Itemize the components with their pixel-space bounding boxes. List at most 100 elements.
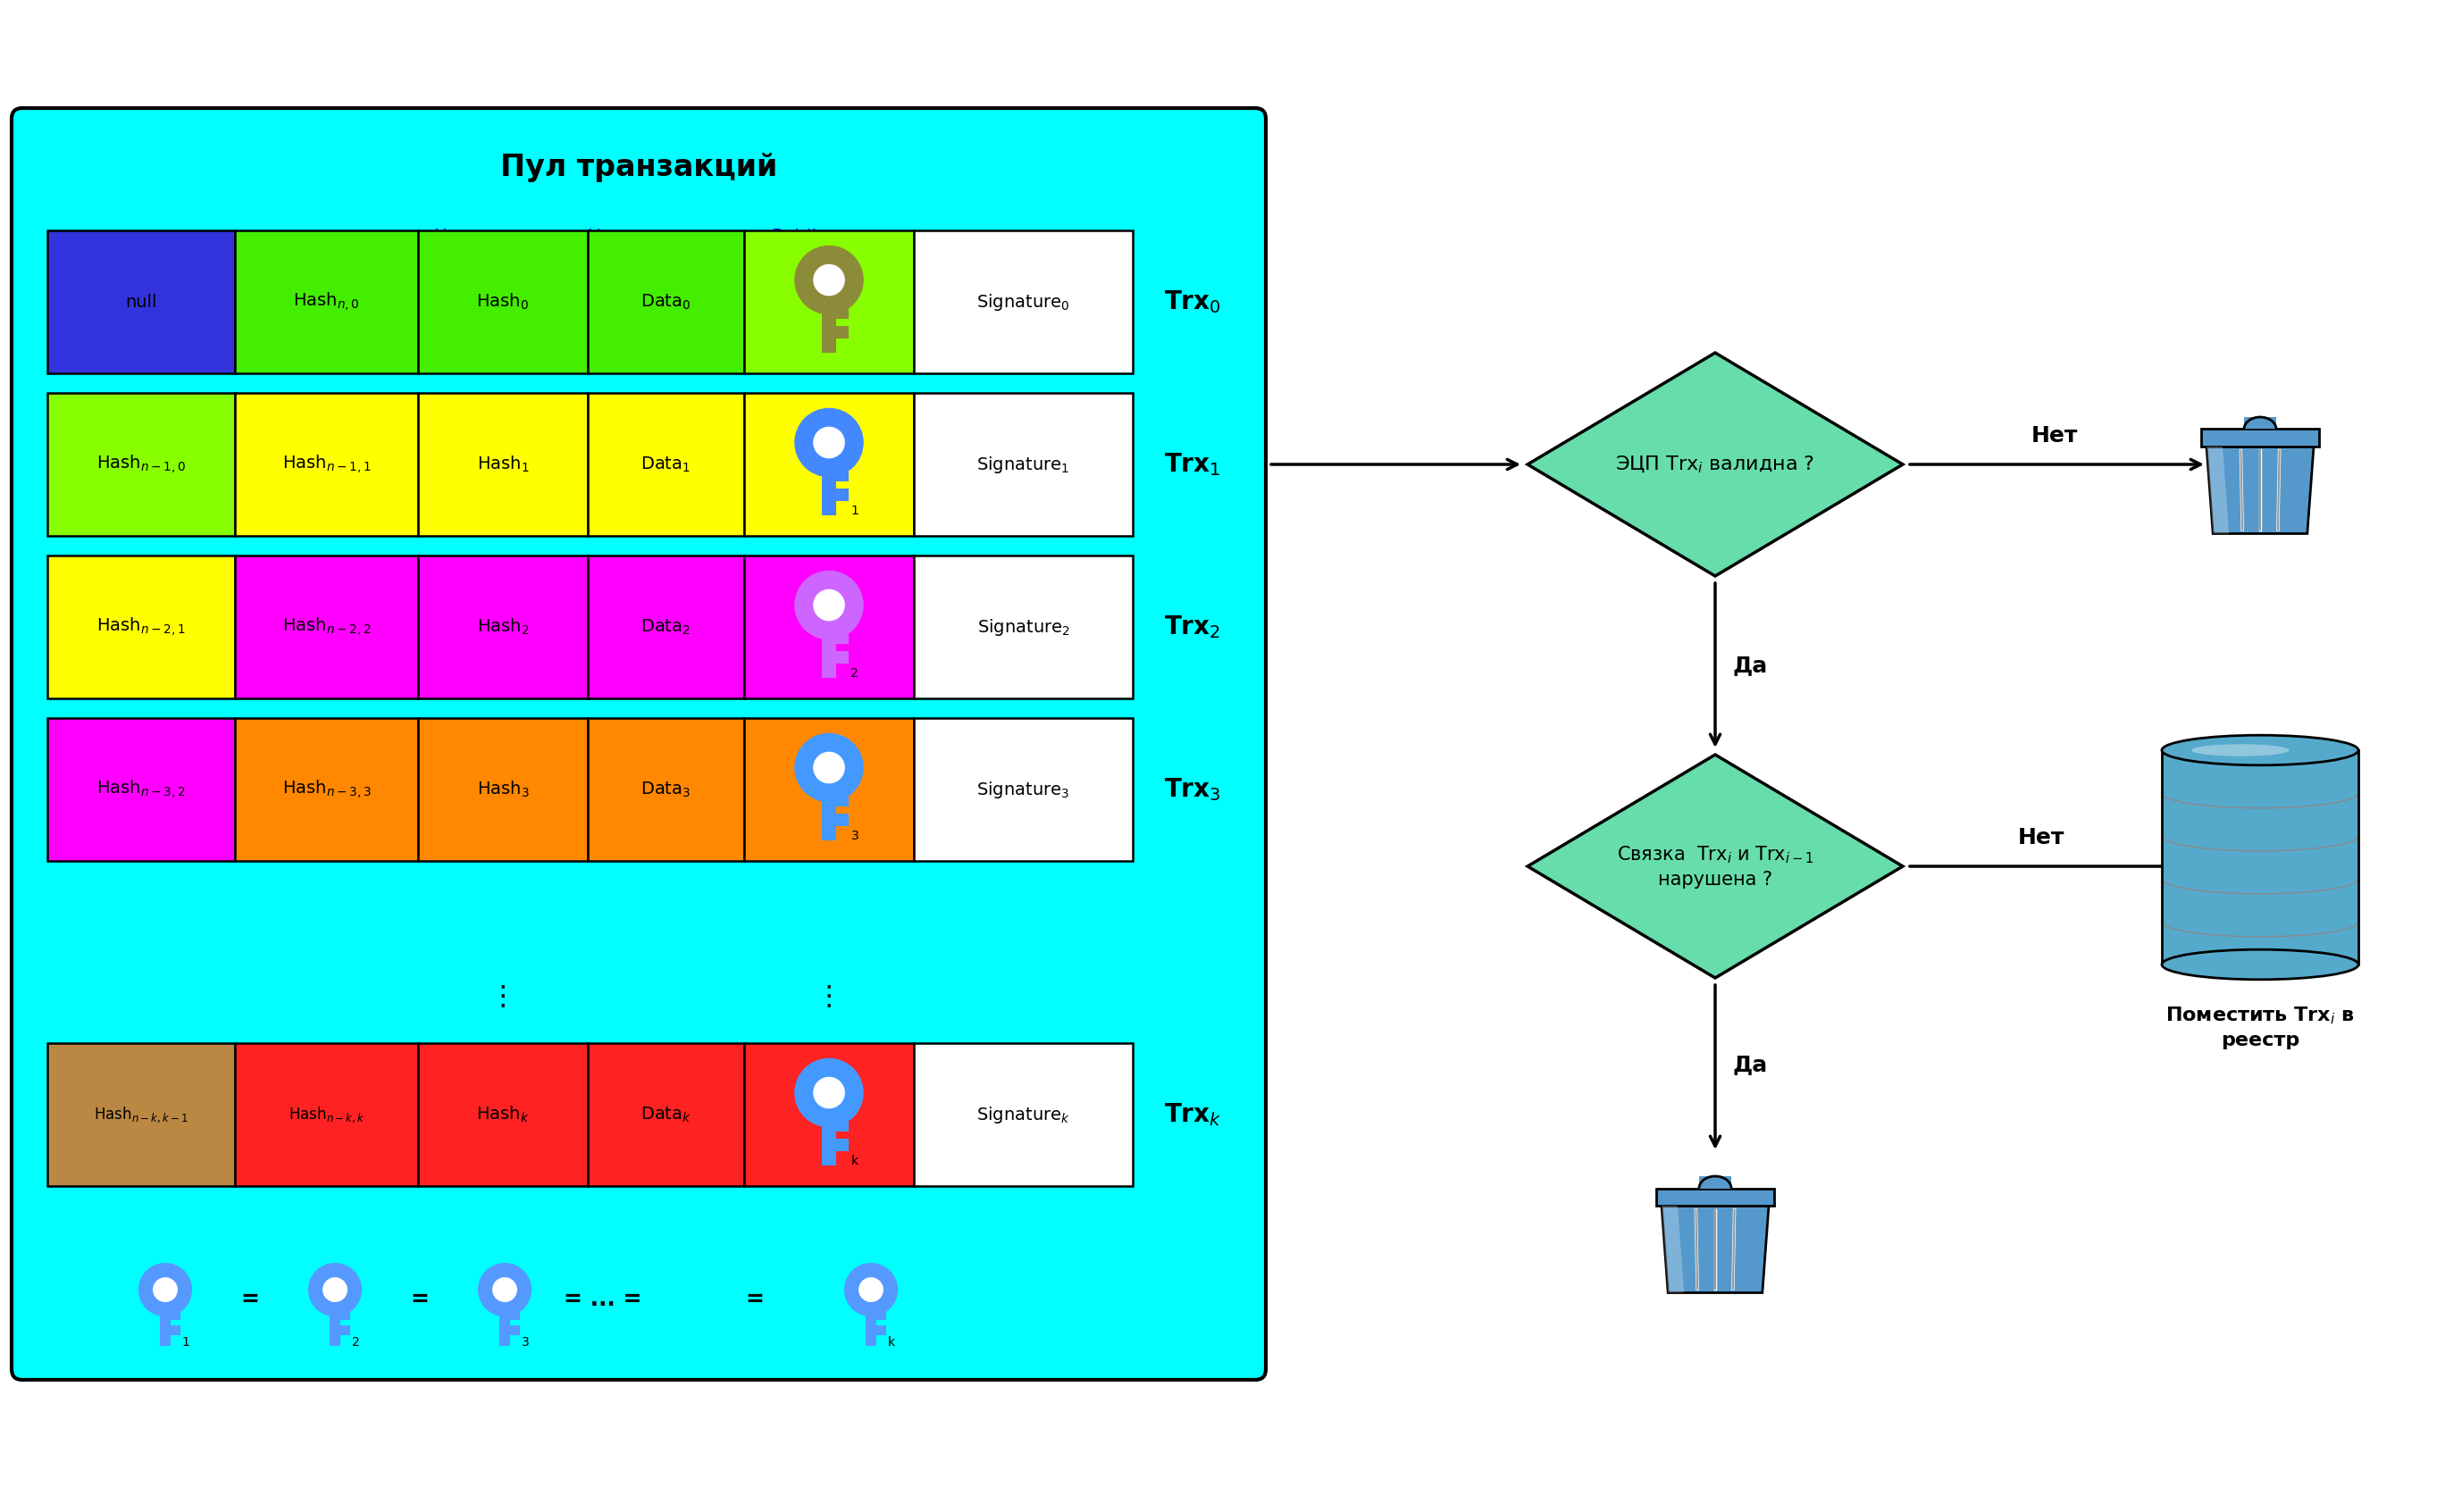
Text: ⋮: ⋮: [490, 984, 517, 1010]
Text: Связка  Trx$_i$ и Trx$_{i-1}$
нарушена ?: Связка Trx$_i$ и Trx$_{i-1}$ нарушена ?: [1618, 844, 1814, 889]
Text: Пул транзакций: Пул транзакций: [500, 153, 778, 183]
Ellipse shape: [2162, 950, 2359, 980]
FancyBboxPatch shape: [1657, 1188, 1775, 1205]
Circle shape: [478, 1264, 532, 1315]
Text: Signature$_0$: Signature$_0$: [977, 292, 1071, 311]
FancyBboxPatch shape: [510, 1312, 519, 1320]
Text: Hash$_0$: Hash$_0$: [478, 292, 529, 311]
Text: Data$_0$: Data$_0$: [640, 292, 692, 311]
FancyBboxPatch shape: [47, 555, 234, 699]
FancyBboxPatch shape: [588, 1043, 744, 1185]
Ellipse shape: [2162, 907, 2359, 936]
Circle shape: [815, 753, 844, 783]
FancyBboxPatch shape: [340, 1312, 350, 1320]
FancyBboxPatch shape: [864, 1294, 876, 1346]
FancyBboxPatch shape: [744, 1043, 913, 1185]
FancyBboxPatch shape: [876, 1312, 886, 1320]
FancyBboxPatch shape: [330, 1294, 340, 1346]
Text: Signature$_3$: Signature$_3$: [977, 779, 1071, 800]
FancyBboxPatch shape: [837, 634, 849, 644]
FancyBboxPatch shape: [837, 472, 849, 481]
Text: k: k: [852, 1155, 859, 1167]
FancyBboxPatch shape: [47, 230, 234, 373]
Text: Trx$_2$: Trx$_2$: [1165, 614, 1221, 640]
FancyBboxPatch shape: [234, 555, 419, 699]
FancyBboxPatch shape: [837, 797, 849, 806]
FancyBboxPatch shape: [744, 393, 913, 535]
Polygon shape: [1526, 754, 1903, 978]
Polygon shape: [2206, 446, 2314, 534]
Text: Hash$_{n-2,1}$: Hash$_{n-2,1}$: [96, 615, 185, 638]
FancyBboxPatch shape: [588, 393, 744, 535]
FancyBboxPatch shape: [160, 1294, 170, 1346]
FancyBboxPatch shape: [170, 1326, 180, 1335]
Text: 2: 2: [352, 1337, 359, 1349]
FancyBboxPatch shape: [837, 308, 849, 319]
Circle shape: [323, 1278, 347, 1302]
Circle shape: [815, 428, 844, 458]
FancyBboxPatch shape: [419, 555, 588, 699]
Text: ⋮: ⋮: [815, 984, 842, 1010]
FancyBboxPatch shape: [822, 1099, 837, 1166]
Text: 1: 1: [182, 1337, 190, 1349]
FancyBboxPatch shape: [2243, 417, 2277, 429]
Text: =: =: [411, 1288, 428, 1311]
Text: Signature$_1$: Signature$_1$: [977, 454, 1071, 475]
Circle shape: [138, 1264, 192, 1315]
Text: Data$_1$: Data$_1$: [640, 455, 692, 473]
Text: Связка: Связка: [86, 248, 155, 266]
FancyBboxPatch shape: [419, 393, 588, 535]
Text: Hash$_{n,0}$: Hash$_{n,0}$: [293, 290, 359, 313]
Circle shape: [815, 590, 844, 620]
FancyBboxPatch shape: [744, 718, 913, 860]
Polygon shape: [1662, 1205, 1684, 1293]
FancyBboxPatch shape: [822, 449, 837, 516]
Circle shape: [308, 1264, 362, 1315]
FancyBboxPatch shape: [837, 652, 849, 664]
Ellipse shape: [2191, 744, 2290, 756]
FancyBboxPatch shape: [837, 813, 849, 826]
Circle shape: [859, 1278, 884, 1302]
FancyBboxPatch shape: [500, 1294, 510, 1346]
Circle shape: [492, 1278, 517, 1302]
FancyBboxPatch shape: [2201, 429, 2319, 446]
FancyBboxPatch shape: [340, 1326, 350, 1335]
Text: Data$_2$: Data$_2$: [640, 617, 692, 637]
Circle shape: [153, 1278, 177, 1302]
Polygon shape: [2206, 446, 2228, 534]
Circle shape: [795, 408, 864, 476]
Text: Hash$_{n-3,2}$: Hash$_{n-3,2}$: [96, 779, 185, 801]
FancyBboxPatch shape: [744, 555, 913, 699]
Text: ЭЦП: ЭЦП: [968, 248, 1007, 266]
FancyBboxPatch shape: [837, 1122, 849, 1131]
Circle shape: [795, 572, 864, 640]
Circle shape: [815, 1078, 844, 1108]
Ellipse shape: [2162, 735, 2359, 765]
Ellipse shape: [2162, 735, 2359, 765]
Text: Поместить Trx$_i$ в
реестр: Поместить Trx$_i$ в реестр: [2167, 1005, 2354, 1049]
Text: Hash$_{n-3,3}$: Hash$_{n-3,3}$: [281, 779, 372, 801]
FancyBboxPatch shape: [47, 1043, 234, 1185]
FancyBboxPatch shape: [822, 611, 837, 677]
FancyBboxPatch shape: [47, 718, 234, 860]
Text: null: null: [126, 293, 158, 310]
Text: Trx$_k$: Trx$_k$: [1165, 1101, 1221, 1128]
FancyBboxPatch shape: [234, 230, 419, 373]
Polygon shape: [1526, 352, 1903, 576]
Text: Нет: Нет: [2031, 425, 2078, 446]
Polygon shape: [1662, 1205, 1768, 1293]
Text: Trx$_3$: Trx$_3$: [1165, 776, 1221, 803]
FancyBboxPatch shape: [2162, 794, 2359, 836]
Text: Data$_k$: Data$_k$: [640, 1105, 692, 1123]
FancyBboxPatch shape: [913, 555, 1133, 699]
FancyBboxPatch shape: [1699, 1176, 1731, 1188]
Text: Hash$_3$: Hash$_3$: [478, 780, 529, 800]
Text: k: k: [889, 1337, 896, 1349]
Text: Hash$_k$: Hash$_k$: [475, 1105, 529, 1125]
FancyBboxPatch shape: [913, 393, 1133, 535]
FancyBboxPatch shape: [588, 230, 744, 373]
Text: Signature$_2$: Signature$_2$: [977, 617, 1069, 637]
Text: Trx$_0$: Trx$_0$: [1165, 289, 1221, 314]
Text: Hash$_1$: Hash$_1$: [478, 455, 529, 475]
FancyBboxPatch shape: [913, 718, 1133, 860]
